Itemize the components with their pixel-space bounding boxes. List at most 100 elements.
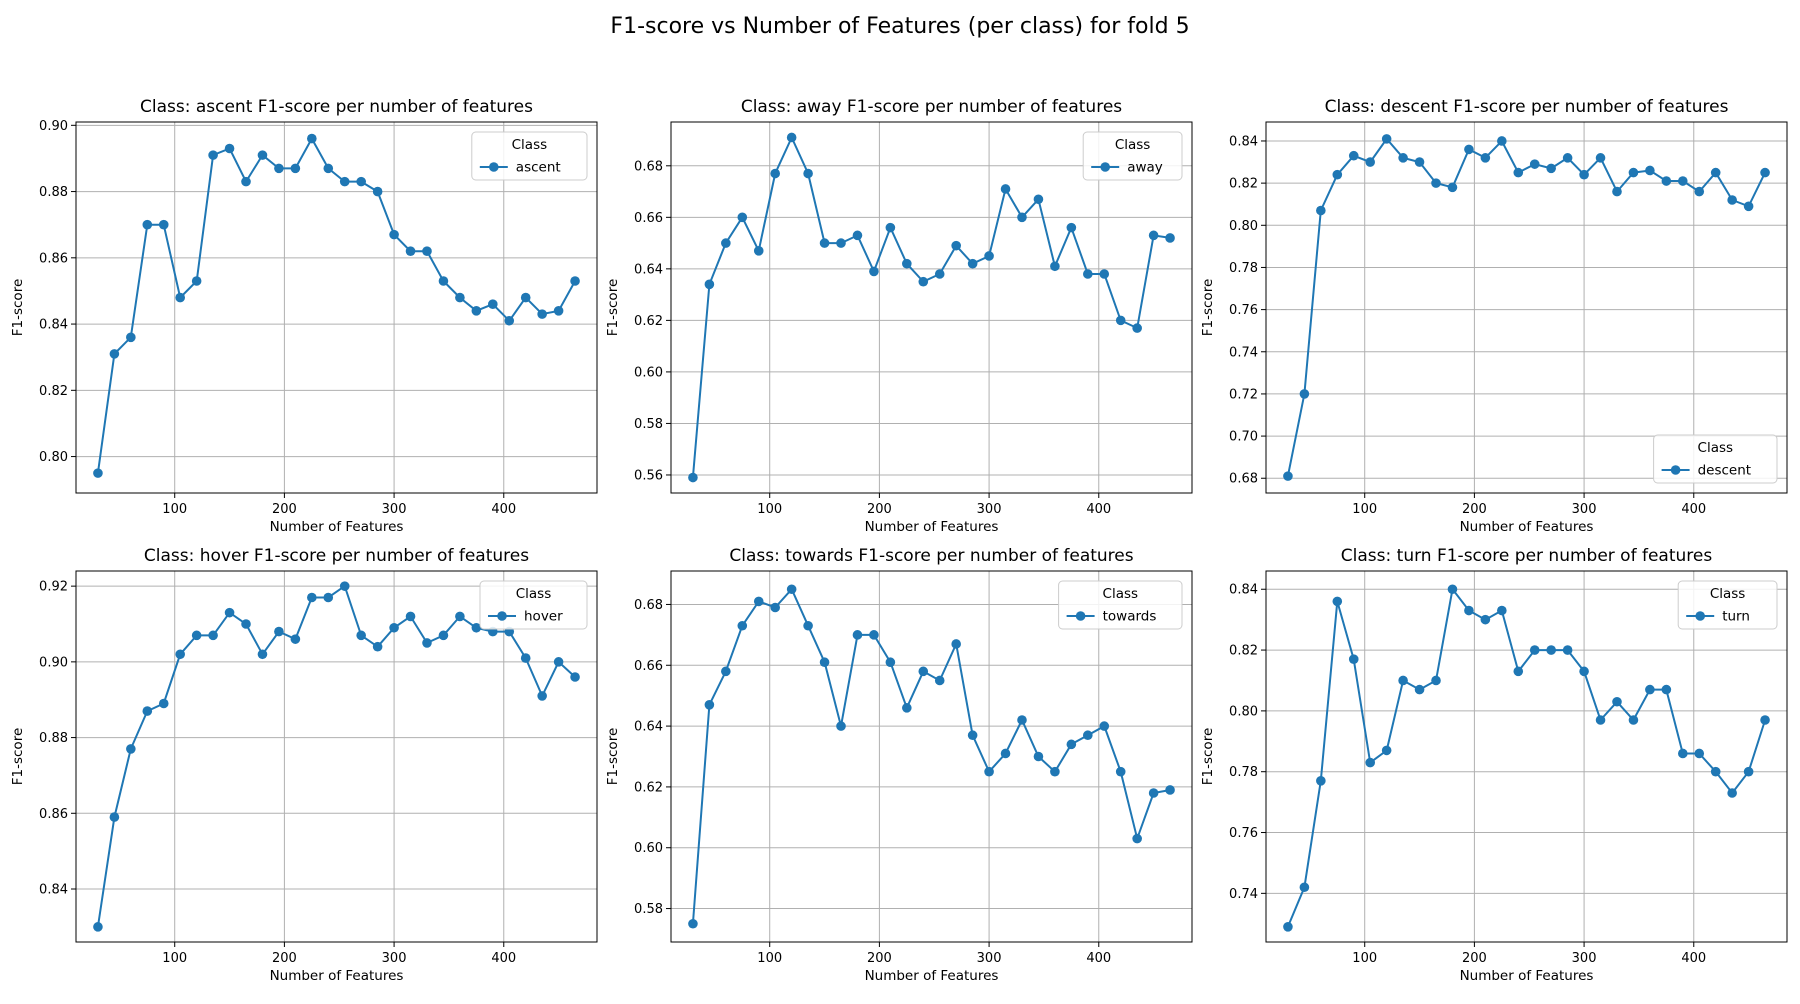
data-point [1464,144,1474,155]
data-point [1000,184,1011,194]
axes-frame [1265,570,1788,943]
data-point [142,219,153,230]
data-point [241,619,251,629]
data-point [1299,882,1310,893]
data-point [1546,163,1556,174]
data-point [1083,269,1093,279]
y-tick-label: 0.82 [1229,177,1258,192]
x-tick-label: 100 [162,502,187,517]
data-point [1694,748,1705,759]
x-tick-label: 300 [977,502,1002,517]
data-point [819,657,830,668]
y-axis-label: F1-score [10,728,26,786]
y-tick-label: 0.78 [1229,261,1258,276]
y-tick-label: 0.84 [1229,134,1258,149]
data-point [934,675,945,686]
subplot-away: 100 200 300 400 0.56 0.58 0.60 0.62 0.64 0.66 0.68… [605,97,1193,535]
data-point [951,639,961,649]
data-point [1365,157,1375,167]
data-point [553,657,564,667]
axes-frame [670,121,1193,494]
data-point [1066,739,1077,750]
data-point [934,269,945,279]
data-point [1529,645,1540,655]
y-tick-label: 0.66 [634,211,663,226]
data-point [274,626,284,637]
data-point [1595,715,1606,725]
data-point [1612,186,1622,197]
y-tick-label: 0.60 [634,841,663,856]
data-point [422,246,432,256]
data-point [1661,684,1672,695]
data-point [1283,921,1293,932]
data-point [1148,788,1159,798]
data-point [1579,169,1589,180]
y-tick-label: 0.68 [634,159,663,174]
y-tick-label: 0.68 [634,598,663,613]
data-point [852,630,863,640]
y-axis-label: F1-score [605,279,621,337]
data-point [1283,471,1293,481]
y-tick-label: 0.72 [1229,387,1258,402]
legend: Class hover [479,580,588,630]
legend-marker [489,162,499,172]
legend-marker [1695,611,1705,621]
data-point [984,766,994,777]
data-point [1115,766,1126,777]
data-point [372,186,383,197]
y-tick-label: 0.58 [634,902,663,917]
data-point [885,222,896,233]
data-point [1447,182,1458,193]
data-point [1398,675,1408,686]
legend-label: turn [1722,609,1750,625]
data-point [770,602,780,613]
y-tick-label: 0.80 [1229,219,1258,234]
y-axis-label: F1-score [10,279,26,337]
x-tick-label: 200 [272,502,297,517]
data-point [290,163,301,174]
data-point [1645,165,1655,176]
y-tick-label: 0.60 [634,365,663,380]
y-tick-label: 0.66 [634,659,663,674]
x-axis-label: Number of Features [865,968,999,984]
data-point [126,744,136,754]
subplot-title: Class: descent F1-score per number of fe… [1325,97,1729,117]
subplot-descent: 100 200 300 400 0.68 0.70 0.72 0.74 0.76 0.78 0.80… [1200,97,1788,535]
data-point [1148,230,1159,241]
y-axis-label: F1-score [605,728,621,786]
data-point [1414,684,1425,695]
data-point [175,292,185,303]
subplot-turn: 100 200 300 400 0.74 0.76 0.78 0.80 0.82 0.84 Clas… [1200,546,1788,984]
data-point [405,246,416,256]
subplot-ascent: 100 200 300 400 0.80 0.82 0.84 0.86 0.88 0.90 Clas… [10,97,598,535]
legend-title: Class [512,137,548,153]
legend: Class descent [1653,434,1778,484]
legend-title: Class [1103,586,1139,602]
data-point [1381,134,1392,144]
data-point [93,922,103,932]
data-point [1497,605,1507,616]
legend: Class turn [1677,580,1778,630]
data-point [803,620,813,631]
data-point [918,276,929,287]
data-point [356,176,366,187]
data-point [1628,167,1639,178]
data-point [885,657,896,668]
data-point [257,150,268,160]
data-point [1694,186,1705,197]
x-tick-label: 100 [757,951,782,966]
data-point [471,622,482,633]
data-point [323,163,334,174]
y-tick-label: 0.64 [634,262,663,277]
data-point [1050,766,1060,777]
data-point [1546,645,1556,655]
data-point [1628,715,1639,725]
data-point [1165,233,1175,243]
legend-label: descent [1698,463,1752,479]
data-point [1480,153,1491,163]
data-point [770,168,780,179]
data-point [1595,153,1606,163]
data-point [109,349,120,359]
data-point [553,306,564,316]
